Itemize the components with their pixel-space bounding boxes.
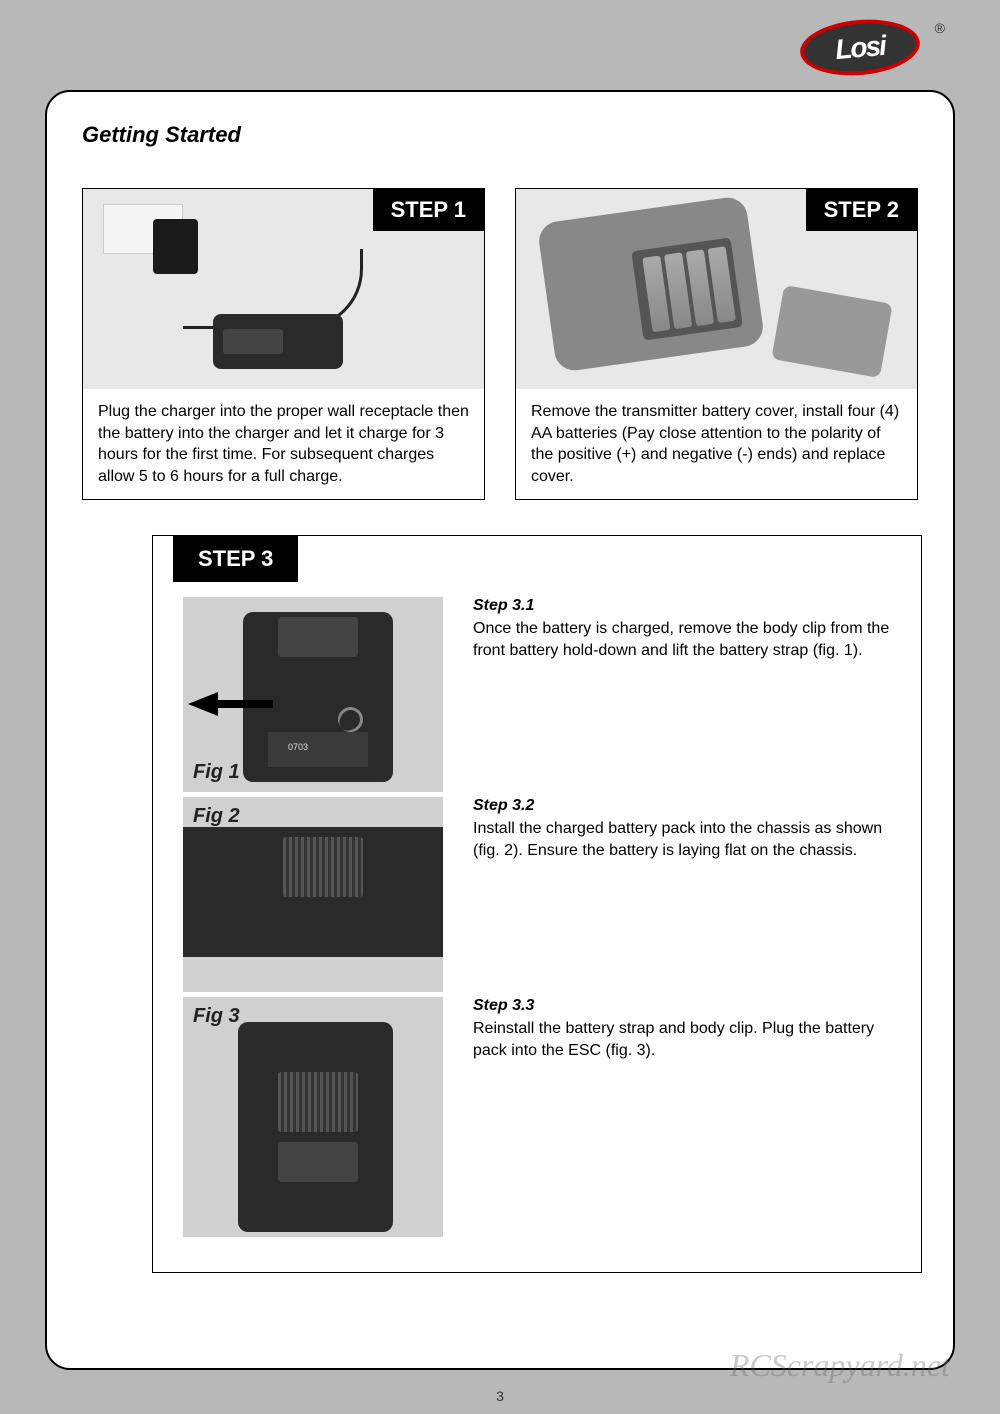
- step-3-1-title: Step 3.1: [473, 597, 891, 615]
- step-3-2-row: Fig 2 Step 3.2 Install the charged batte…: [183, 797, 891, 992]
- chassis-top-icon: 0703: [243, 612, 393, 782]
- step-2-text: Remove the transmitter battery cover, in…: [516, 389, 917, 499]
- arrow-line-icon: [213, 700, 273, 708]
- section-title: Getting Started: [82, 122, 918, 148]
- step-3-3-text: Step 3.3 Reinstall the battery strap and…: [473, 997, 891, 1237]
- heatsink-icon: [278, 1072, 358, 1132]
- esc-icon: [278, 617, 358, 657]
- top-steps-row: STEP 1 Plug the charger into the proper …: [82, 188, 918, 500]
- fig-1-label: Fig 1: [193, 761, 240, 784]
- logo-oval: Losi: [798, 15, 922, 80]
- step-3-3-body: Reinstall the battery strap and body cli…: [473, 1018, 891, 1061]
- page-number: 3: [496, 1388, 504, 1404]
- step-3-content: 0703 Fig 1 Step 3.1 Once the battery is …: [153, 582, 921, 1272]
- step-3-2-title: Step 3.2: [473, 797, 891, 815]
- fig-2-label: Fig 2: [193, 805, 240, 828]
- battery-bay-icon: [631, 238, 743, 341]
- step-3-3-title: Step 3.3: [473, 997, 891, 1015]
- fig-2-image: Fig 2: [183, 797, 443, 992]
- step-1-text: Plug the charger into the proper wall re…: [83, 389, 484, 499]
- battery-cover-icon: [771, 285, 892, 378]
- heatsink-icon: [283, 837, 363, 897]
- step-3-label: STEP 3: [173, 536, 298, 582]
- step-3-1-body: Once the battery is charged, remove the …: [473, 618, 891, 661]
- logo-text: Losi: [834, 29, 886, 65]
- watermark: RCScrapyard.net: [730, 1347, 950, 1384]
- servo-label: 0703: [288, 742, 308, 752]
- step-1-box: STEP 1 Plug the charger into the proper …: [82, 188, 485, 500]
- esc-icon: [278, 1142, 358, 1182]
- step-3-1-row: 0703 Fig 1 Step 3.1 Once the battery is …: [183, 597, 891, 792]
- fig-3-image: Fig 3: [183, 997, 443, 1237]
- battery-label-icon: [223, 329, 283, 354]
- fig-1-image: 0703 Fig 1: [183, 597, 443, 792]
- step-3-3-row: Fig 3 Step 3.3 Reinstall the battery str…: [183, 997, 891, 1237]
- battery-pack-icon: [213, 314, 343, 369]
- step-3-2-body: Install the charged battery pack into th…: [473, 818, 891, 861]
- step-3-2-text: Step 3.2 Install the charged battery pac…: [473, 797, 891, 992]
- step-1-label: STEP 1: [373, 189, 484, 231]
- servo-icon: 0703: [268, 732, 368, 767]
- step-2-box: STEP 2 Remove the transmitter battery co…: [515, 188, 918, 500]
- step-2-label: STEP 2: [806, 189, 917, 231]
- transmitter-icon: [537, 195, 766, 373]
- brand-logo: Losi ®: [800, 20, 930, 80]
- fig-3-label: Fig 3: [193, 1005, 240, 1028]
- page-content: Getting Started STEP 1 Plug the charger …: [45, 90, 955, 1370]
- chassis-side-icon: [183, 827, 443, 957]
- step-3-1-text: Step 3.1 Once the battery is charged, re…: [473, 597, 891, 792]
- registered-mark: ®: [935, 20, 945, 36]
- step-3-container: STEP 3 0703 Fig 1 Step: [152, 535, 922, 1273]
- chassis-icon: [238, 1022, 393, 1232]
